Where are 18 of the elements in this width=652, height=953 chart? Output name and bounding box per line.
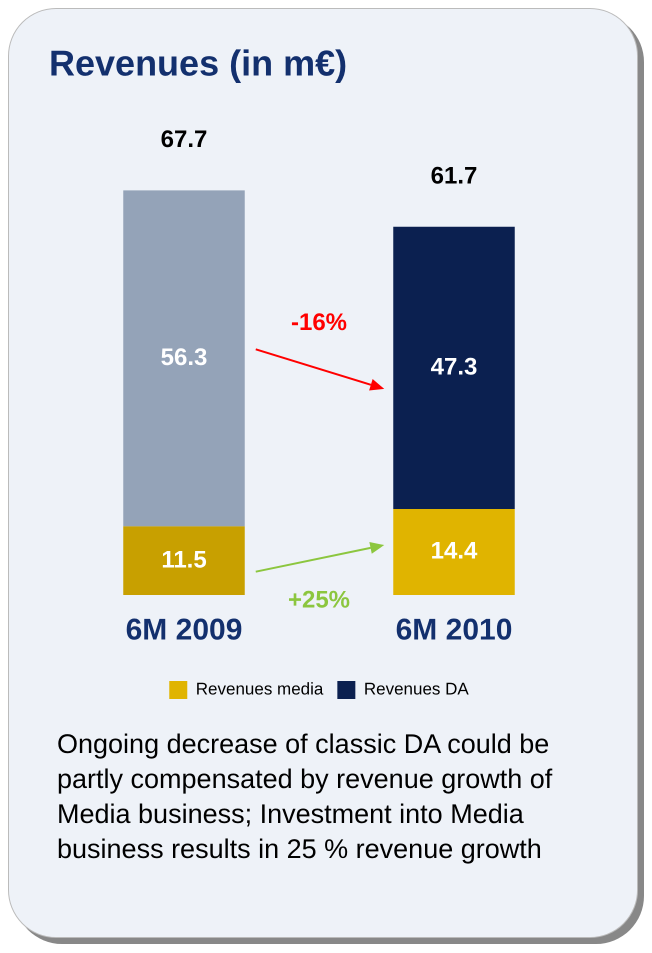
legend-label: Revenues media (196, 680, 324, 699)
text: Ongoing decrease of classic DA could be partly compensated by revenue growth of Media business; Investment into Media business results in 25 % revenue growth (57, 728, 554, 866)
total-label: 61.7 (430, 162, 478, 190)
legend-label: Revenues DA (364, 680, 470, 699)
chart-title: Revenues (in m€) (49, 42, 348, 84)
annotation: +25% (288, 586, 350, 614)
annotation: -16% (290, 308, 348, 336)
x-tick-label: 6M 2009 (126, 613, 242, 646)
total-label: 67.7 (160, 126, 208, 153)
x-tick-label: 6M 2010 (396, 613, 512, 646)
bar (123, 190, 245, 526)
data-label: 11.5 (161, 546, 207, 574)
data-label: 14.4 (430, 538, 478, 565)
data-label: 56.3 (160, 344, 208, 371)
data-label: 47.3 (430, 354, 478, 381)
bar (393, 226, 515, 510)
bar (393, 509, 515, 595)
bar (123, 526, 245, 595)
